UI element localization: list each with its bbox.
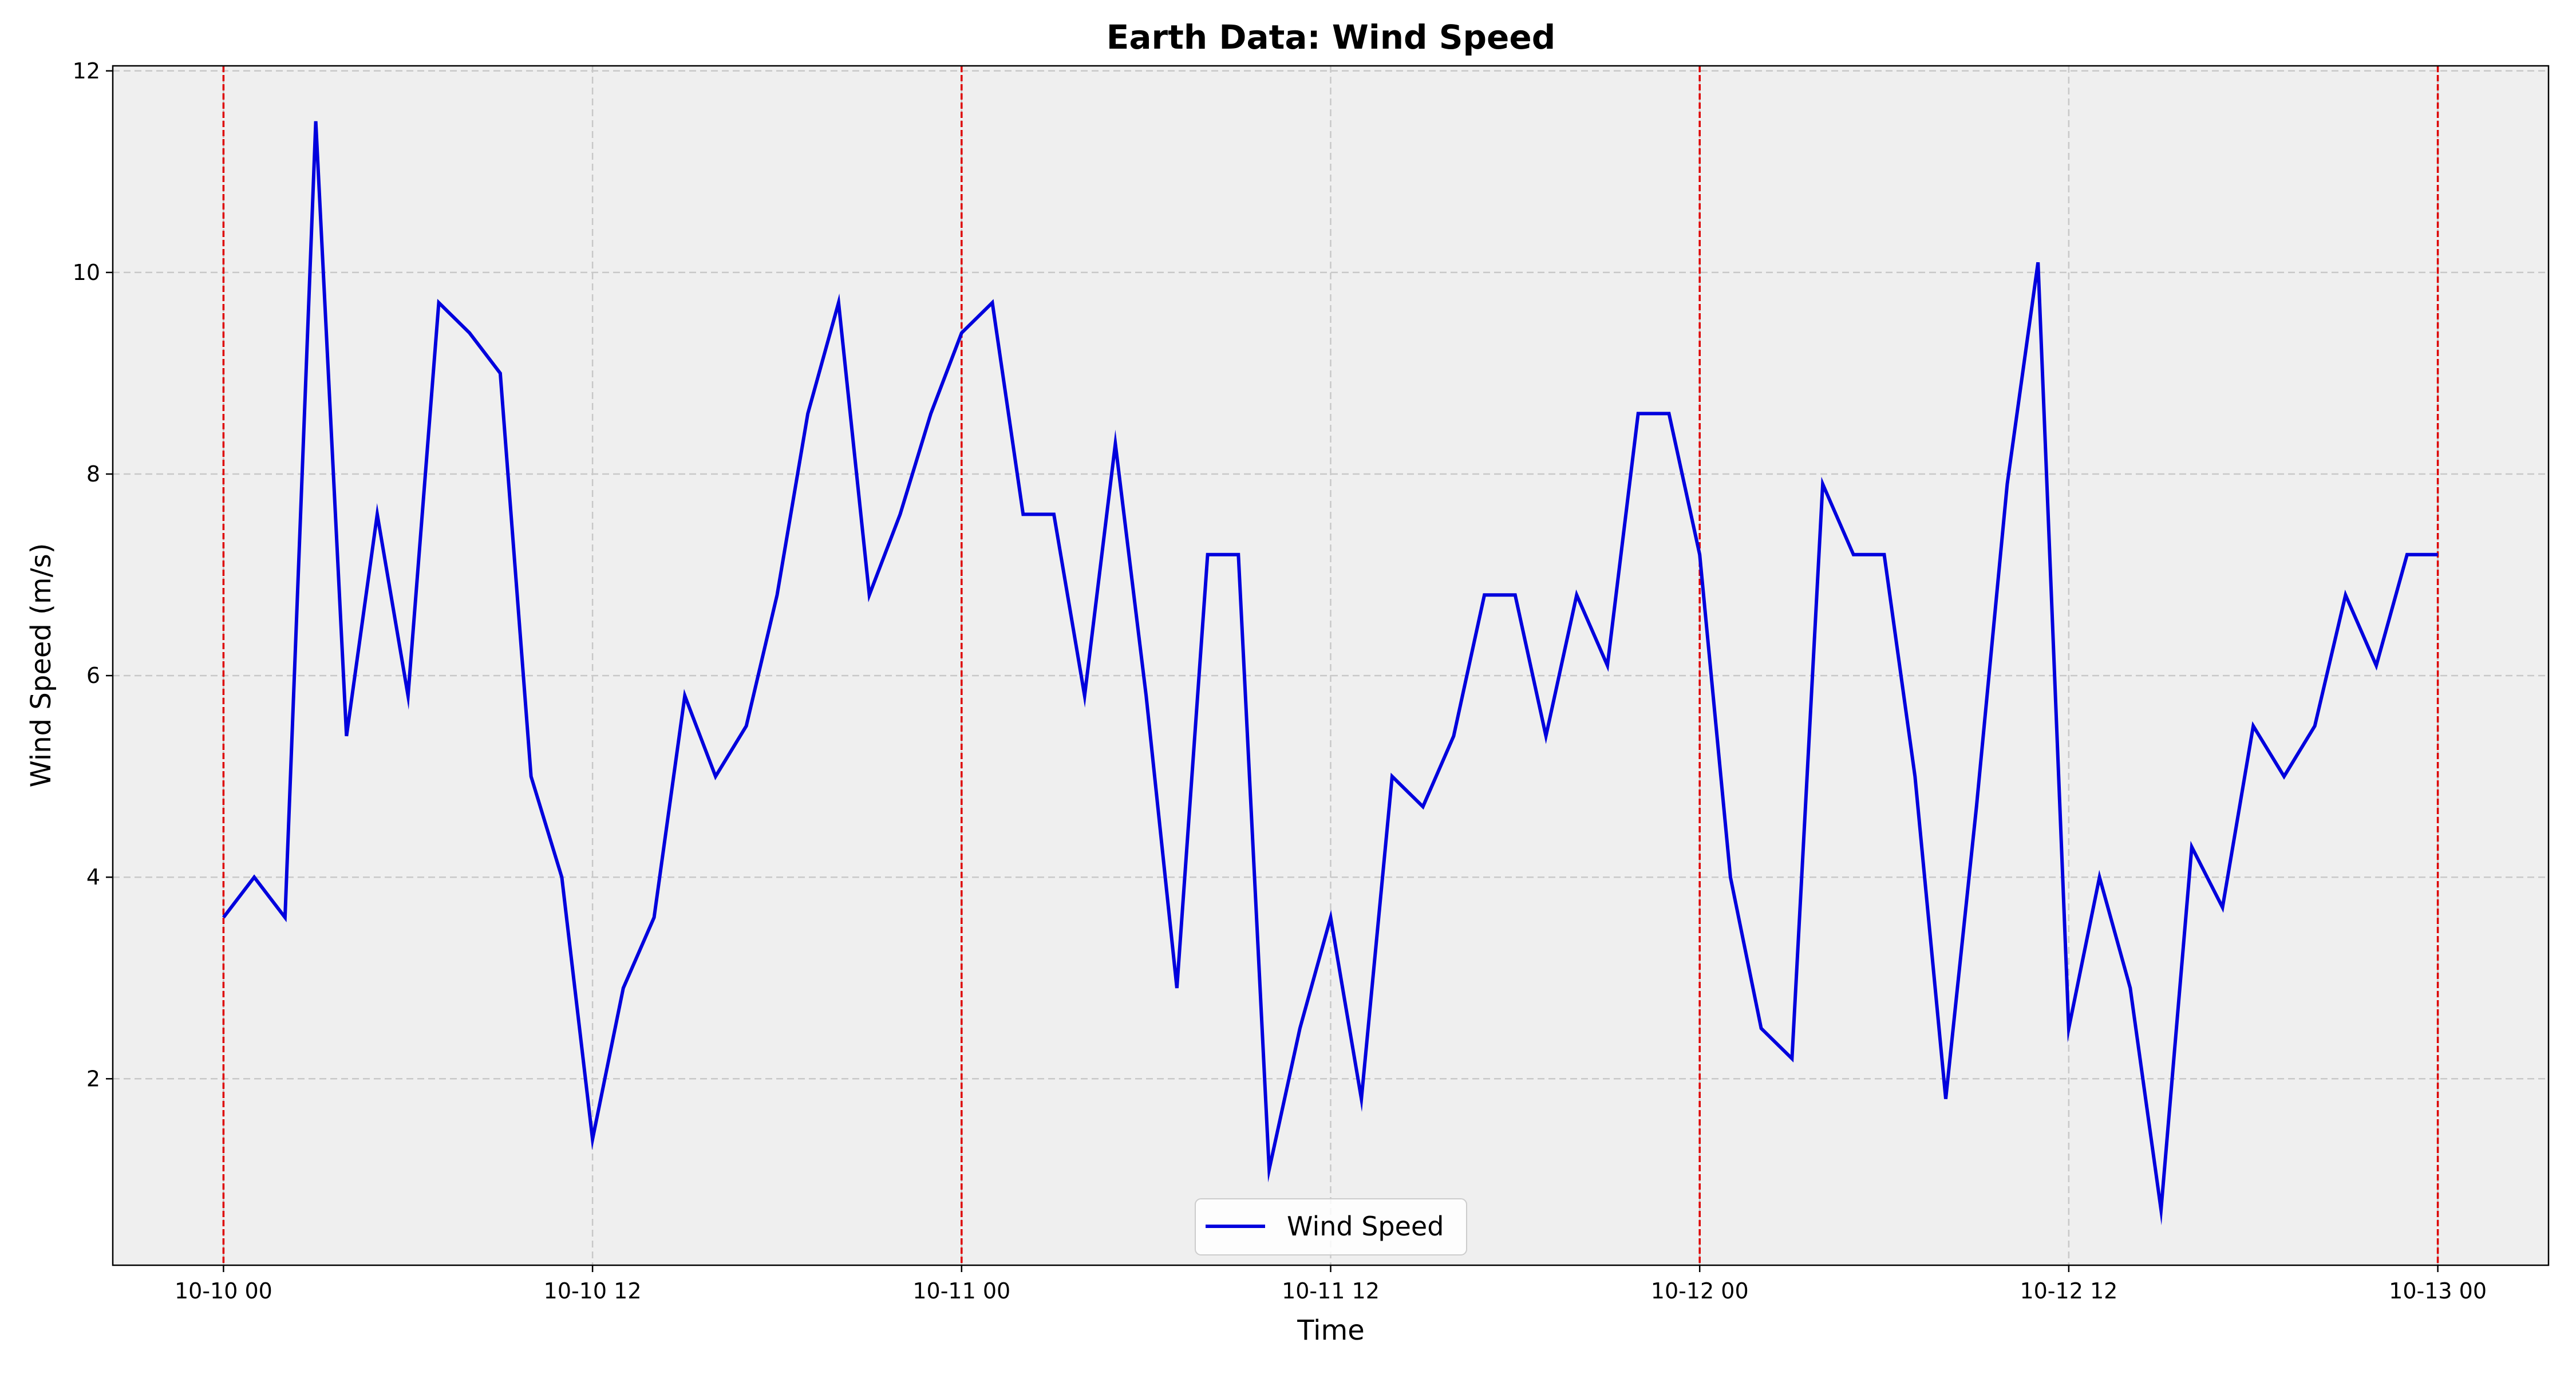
data-point <box>2128 986 2132 990</box>
data-point <box>1883 553 1886 556</box>
x-tick-label: 10-12 12 <box>2020 1278 2117 1304</box>
chart-title: Earth Data: Wind Speed <box>1107 18 1555 57</box>
data-point <box>2098 875 2101 879</box>
data-point <box>1236 553 1240 556</box>
data-point <box>1668 412 1671 415</box>
data-point <box>560 875 563 879</box>
legend-label-wind-speed: Wind Speed <box>1287 1211 1444 1242</box>
data-point <box>898 512 902 516</box>
data-point <box>653 916 656 919</box>
data-point <box>2190 845 2194 848</box>
data-point <box>530 775 533 778</box>
x-tick-label: 10-11 00 <box>912 1278 1010 1304</box>
legend: Wind Speed <box>1195 1198 1467 1255</box>
data-point <box>2436 553 2440 556</box>
x-tick-label: 10-13 00 <box>2389 1278 2487 1304</box>
data-point <box>1298 1026 1302 1030</box>
data-point <box>376 512 379 516</box>
data-point <box>2159 1208 2163 1211</box>
data-point <box>745 724 748 728</box>
data-point <box>437 301 441 305</box>
data-point <box>806 412 809 415</box>
y-tick-label: 8 <box>86 461 100 487</box>
x-tick-label: 10-10 12 <box>544 1278 642 1304</box>
data-point <box>1944 1097 1947 1101</box>
data-point <box>2405 553 2409 556</box>
data-point <box>406 694 410 697</box>
data-point <box>283 916 287 919</box>
data-point <box>991 301 994 305</box>
data-point <box>1790 1057 1793 1060</box>
data-point <box>345 735 348 738</box>
y-tick-label: 12 <box>73 58 100 84</box>
tick-layer: 2 4 6 8 10 12 10-10 00 10-10 12 10-11 00 10-11 12… <box>73 58 2487 1304</box>
data-point <box>1913 775 1917 778</box>
data-point <box>1113 442 1117 445</box>
data-point <box>1421 805 1425 808</box>
data-point <box>468 331 471 335</box>
data-point <box>222 916 225 919</box>
data-point <box>1637 412 1640 415</box>
data-point <box>1514 593 1517 597</box>
x-tick-label: 10-10 00 <box>175 1278 272 1304</box>
y-tick-label: 4 <box>86 864 100 890</box>
x-axis-label: Time <box>1297 1314 1364 1347</box>
data-point <box>837 301 840 305</box>
data-point <box>2005 483 2009 486</box>
data-point <box>2251 724 2255 728</box>
legend-box <box>1195 1198 1467 1255</box>
y-tick-label: 6 <box>86 663 100 688</box>
data-point <box>1606 664 1609 668</box>
data-point <box>591 1138 594 1141</box>
data-point <box>776 593 779 597</box>
data-point <box>314 120 318 123</box>
data-point <box>252 875 256 879</box>
data-point <box>1698 553 1701 556</box>
data-point <box>2221 906 2225 909</box>
data-point <box>1175 986 1179 990</box>
data-point <box>2374 664 2378 668</box>
data-point <box>929 412 933 415</box>
data-point <box>1083 694 1086 697</box>
data-point <box>2344 593 2347 597</box>
series-layer <box>222 120 2440 1226</box>
data-point <box>499 372 502 375</box>
data-point <box>1852 553 1855 556</box>
data-point <box>1544 735 1548 738</box>
data-point <box>1360 1097 1363 1101</box>
data-point <box>714 775 717 778</box>
data-point <box>1144 694 1148 697</box>
x-tick-label: 10-12 00 <box>1651 1278 1749 1304</box>
data-point <box>2036 260 2040 264</box>
data-point <box>1452 735 1455 738</box>
data-point <box>1052 512 1056 516</box>
data-point <box>868 593 871 597</box>
series-line-wind-speed <box>222 121 2438 1226</box>
y-tick-label: 10 <box>73 260 100 285</box>
data-point <box>960 331 963 335</box>
data-point <box>1329 916 1333 919</box>
data-point <box>683 694 686 697</box>
day-boundary-layer <box>222 66 2439 1265</box>
data-point <box>1206 553 1210 556</box>
data-point <box>1729 875 1732 879</box>
data-point <box>1575 593 1578 597</box>
y-axis-label: Wind Speed (m/s) <box>25 543 57 787</box>
y-tick-label: 2 <box>86 1066 100 1091</box>
data-point <box>1975 805 1978 808</box>
x-tick-label: 10-11 12 <box>1282 1278 1380 1304</box>
data-point <box>1267 1168 1271 1171</box>
data-point <box>1390 775 1394 778</box>
data-point <box>1821 483 1824 486</box>
data-point <box>2067 1026 2071 1030</box>
data-point <box>2282 775 2286 778</box>
data-point <box>1021 512 1025 516</box>
data-point <box>622 986 625 990</box>
data-point <box>2313 724 2317 728</box>
data-point <box>1483 593 1486 597</box>
data-point <box>1760 1026 1763 1030</box>
